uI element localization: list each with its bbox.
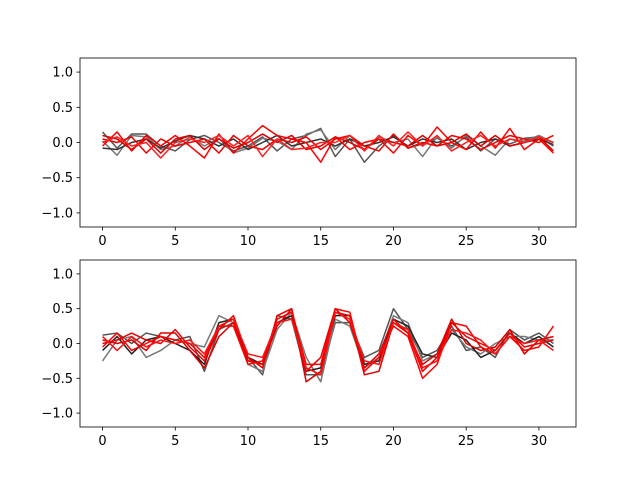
series-line-6 (102, 133, 554, 154)
x-tick-label: 30 (531, 234, 548, 249)
y-tick-label: −0.5 (41, 372, 73, 387)
x-tick-label: 20 (385, 434, 402, 449)
y-tick-label: 1.0 (52, 267, 73, 282)
x-tick-label: 0 (98, 234, 106, 249)
y-tick-label: 0.0 (52, 337, 73, 352)
x-tick-label: 10 (240, 234, 257, 249)
y-tick-label: −1.0 (41, 407, 73, 422)
y-tick-label: −1.0 (41, 206, 73, 221)
x-tick-label: 0 (98, 434, 106, 449)
series-line-5 (102, 124, 554, 163)
x-tick-label: 30 (531, 434, 548, 449)
series-line-6 (102, 307, 554, 373)
y-tick-label: 0.0 (52, 136, 73, 151)
y-tick-label: 0.5 (52, 302, 73, 317)
subplot-1: 0 5 10 15 20 25 30 −1.0 −0.5 0.0 0.5 1.0 (41, 57, 577, 249)
x-tick-label: 5 (171, 434, 179, 449)
x-tick-label: 20 (385, 234, 402, 249)
x-tick-label: 25 (458, 234, 475, 249)
y-tick-label: −0.5 (41, 171, 73, 186)
series-line-1 (101, 127, 554, 163)
series-line-7 (102, 311, 554, 376)
series-group (101, 124, 554, 163)
series-group (101, 307, 555, 383)
x-tick-label: 15 (312, 434, 329, 449)
x-tick-label: 5 (171, 234, 179, 249)
series-line-4 (102, 133, 554, 154)
x-tick-label: 10 (240, 434, 257, 449)
x-tick-label: 15 (312, 234, 329, 249)
series-line-7 (102, 131, 554, 159)
y-tick-label: 1.0 (52, 66, 73, 81)
y-tick-label: 0.5 (52, 101, 73, 116)
series-line-5 (102, 307, 555, 380)
subplot-2: 0 5 10 15 20 25 30 −1.0 −0.5 0.0 0.5 1.0 (41, 259, 577, 449)
x-tick-label: 25 (458, 434, 475, 449)
